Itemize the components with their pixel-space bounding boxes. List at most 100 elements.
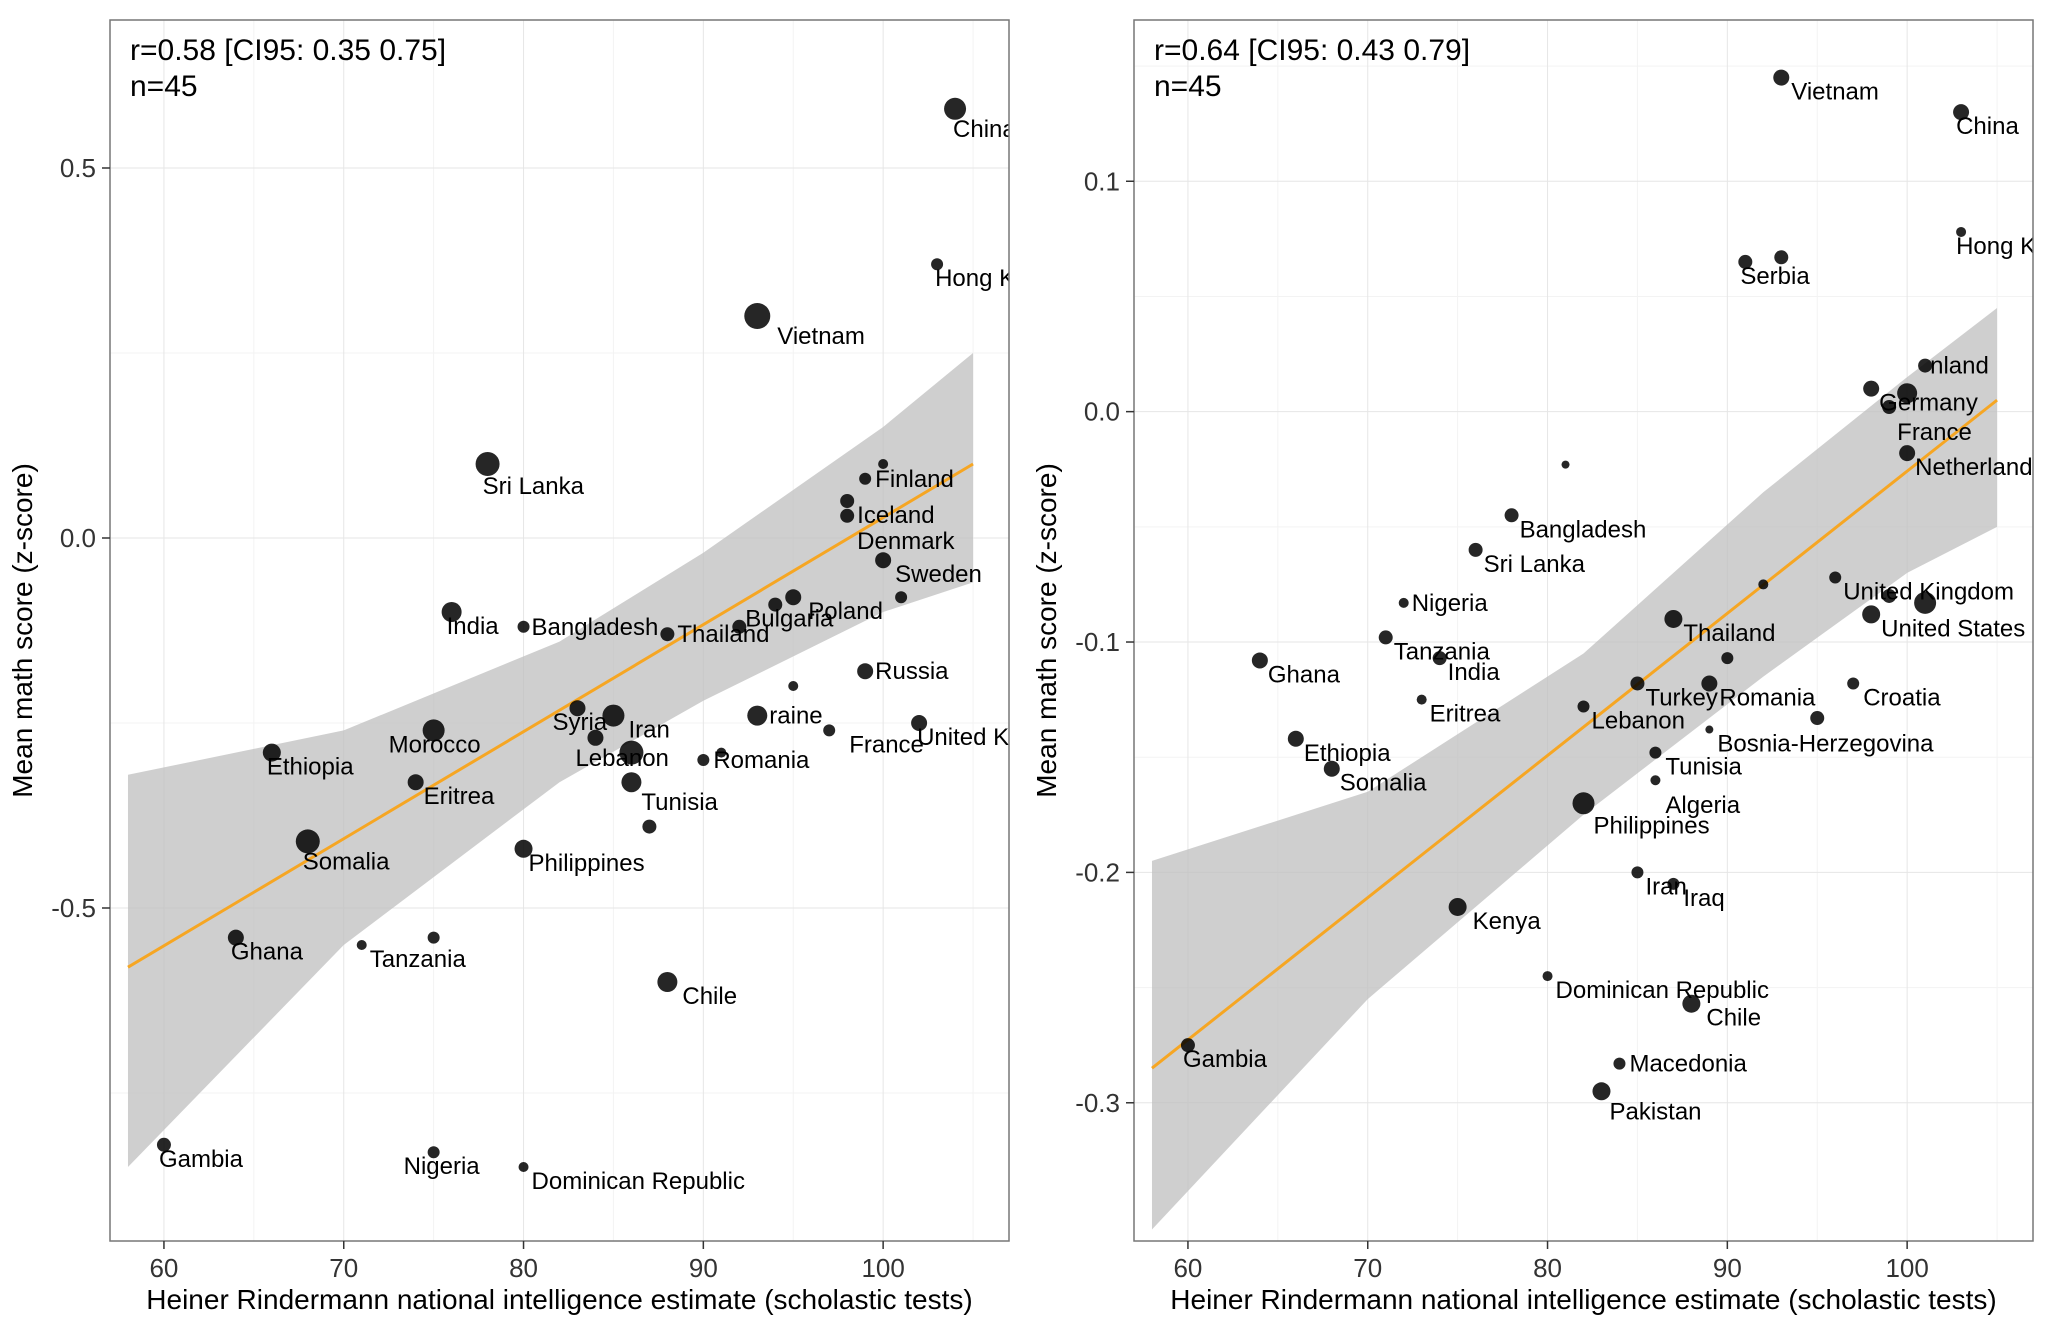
data-point — [1573, 792, 1595, 814]
point-label: nland — [1930, 353, 1989, 380]
data-point — [657, 972, 677, 992]
point-label: Morocco — [389, 731, 481, 758]
point-label: Dominican Republic — [532, 1168, 745, 1195]
point-label: Philippines — [529, 850, 645, 877]
point-label: China — [953, 116, 1016, 143]
x-tick-label: 70 — [1353, 1253, 1382, 1283]
point-label: Tanzania — [370, 946, 467, 973]
y-tick-label: -0.1 — [1075, 627, 1120, 657]
data-point — [1721, 652, 1733, 664]
point-label: Iceland — [857, 502, 934, 529]
point-label: Finland — [875, 466, 954, 493]
data-point — [1897, 383, 1917, 403]
point-label: Sri Lanka — [1484, 551, 1586, 578]
data-point — [1324, 761, 1340, 777]
data-point — [840, 509, 854, 523]
data-point — [1882, 400, 1896, 414]
point-label: Hong Kor — [1956, 233, 2048, 260]
data-point — [1505, 508, 1519, 522]
point-label: Poland — [808, 598, 883, 625]
data-point — [1847, 677, 1859, 689]
point-label: Chile — [682, 983, 737, 1010]
point-label: Nigeria — [404, 1153, 481, 1180]
x-axis-title: Heiner Rindermann national intelligence … — [1170, 1284, 1996, 1315]
data-point — [1613, 1058, 1625, 1070]
point-label: Ghana — [1268, 661, 1341, 688]
data-point — [1863, 381, 1879, 397]
data-point — [1649, 747, 1661, 759]
x-tick-label: 90 — [1713, 1253, 1742, 1283]
x-tick-label: 90 — [689, 1253, 718, 1283]
y-tick-label: -0.2 — [1075, 857, 1120, 887]
data-point — [1562, 461, 1570, 469]
y-axis-title: Mean math score (z-score) — [1031, 463, 1062, 798]
data-point — [747, 706, 767, 726]
point-label: Eritrea — [1430, 701, 1501, 728]
data-point — [1774, 250, 1788, 264]
point-label: India — [1448, 659, 1501, 686]
point-label: United States — [1881, 615, 2025, 642]
point-label: Vietnam — [777, 323, 865, 350]
data-point — [1630, 676, 1644, 690]
point-label: France — [1897, 419, 1972, 446]
point-label: Ethiopia — [1304, 740, 1391, 767]
x-tick-label: 100 — [861, 1253, 904, 1283]
data-point — [1252, 652, 1268, 668]
data-point — [1899, 445, 1915, 461]
x-tick-label: 60 — [1173, 1253, 1202, 1283]
data-point — [357, 940, 367, 950]
data-point — [1667, 878, 1679, 890]
data-point — [1417, 695, 1427, 705]
point-label: Gambia — [159, 1146, 244, 1173]
point-label: France — [849, 731, 924, 758]
point-label: Sri Lanka — [483, 473, 585, 500]
point-label: Sweden — [895, 561, 982, 588]
y-tick-label: -0.3 — [1075, 1088, 1120, 1118]
point-label: Kenya — [1473, 908, 1542, 935]
data-point — [587, 730, 603, 746]
point-label: raine — [769, 703, 822, 730]
y-tick-label: 0.0 — [1084, 397, 1120, 427]
point-label: Tunisia — [1665, 754, 1742, 781]
point-label: United Kingdom — [917, 724, 1024, 751]
data-point — [621, 772, 641, 792]
data-point — [1399, 598, 1409, 608]
point-label: Romania — [713, 747, 810, 774]
point-label: Russia — [875, 658, 949, 685]
data-point — [895, 591, 907, 603]
x-tick-label: 60 — [149, 1253, 178, 1283]
y-tick-label: -0.5 — [51, 893, 96, 923]
data-point — [1543, 971, 1553, 981]
data-point — [1469, 543, 1483, 557]
point-label: China — [1956, 113, 2019, 140]
data-point — [1449, 898, 1467, 916]
data-point — [744, 303, 770, 329]
data-point — [1773, 70, 1789, 86]
data-point — [642, 820, 656, 834]
point-label: Dominican Republic — [1556, 977, 1769, 1004]
stat-text: n=45 — [130, 70, 198, 103]
data-point — [1379, 630, 1393, 644]
x-tick-label: 100 — [1885, 1253, 1928, 1283]
point-label: Netherlands — [1915, 454, 2044, 481]
data-point — [1705, 726, 1713, 734]
point-label: Somalia — [303, 848, 390, 875]
point-label: Hong Kor — [935, 265, 1024, 292]
data-point — [1829, 572, 1841, 584]
point-label: Denmark — [857, 528, 955, 555]
data-point — [518, 621, 530, 633]
point-label: Serbia — [1740, 263, 1810, 290]
point-label: Vietnam — [1791, 79, 1879, 106]
data-point — [785, 589, 801, 605]
scatter-panel-left: GambiaGhanaEthiopiaSomaliaTanzaniaEritre… — [0, 0, 1024, 1331]
data-point — [857, 663, 873, 679]
point-label: Chile — [1706, 1005, 1761, 1032]
x-axis-title: Heiner Rindermann national intelligence … — [146, 1284, 972, 1315]
point-label: Romania — [1719, 684, 1816, 711]
data-point — [519, 1162, 529, 1172]
data-point — [1810, 711, 1824, 725]
data-point — [823, 724, 835, 736]
data-point — [1914, 592, 1936, 614]
data-point — [1650, 775, 1660, 785]
figure: Gambia Ghana Ethiopia Somalia Tanzania Eritre… — [0, 0, 2048, 1331]
